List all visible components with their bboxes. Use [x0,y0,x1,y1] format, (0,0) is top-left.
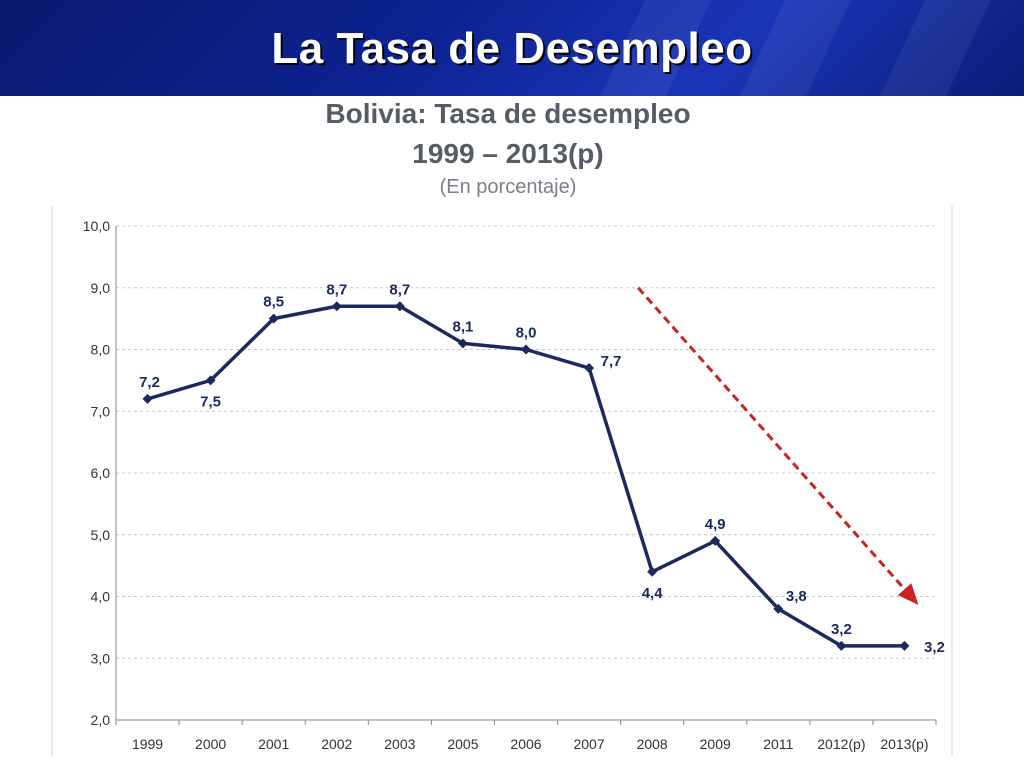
chart-subtitle: 1999 – 2013(p) [412,138,604,169]
data-point [647,566,658,577]
x-tick-label: 2012(p) [817,736,865,752]
data-point [268,313,279,324]
x-tick-label: 2007 [573,736,604,752]
x-tick-label: 2009 [700,736,731,752]
series-line [142,301,910,651]
y-tick-label: 6,0 [91,465,111,481]
data-point [899,640,910,651]
data-labels: 7,2 7,5 8,5 8,7 8,7 8,1 8,0 7,7 4,4 4,9 3,8 3,2 3,2 [139,281,945,656]
x-tick-label: 1999 [132,736,163,752]
data-label: 4,4 [642,585,664,602]
y-tick-label: 9,0 [91,280,111,296]
y-tick-label: 4,0 [91,589,111,605]
data-label: 3,8 [786,588,807,605]
data-label: 8,5 [263,294,284,311]
data-point [142,393,153,404]
data-point [521,344,531,355]
chart-note: (En porcentaje) [439,176,577,198]
data-label: 8,7 [389,281,410,298]
data-point [457,338,468,349]
data-point [331,301,342,312]
y-tick-label: 8,0 [91,342,111,358]
data-label: 7,7 [601,353,622,370]
y-tick-label: 2,0 [91,712,111,728]
axes [51,206,953,756]
grid-lines [116,225,936,659]
x-tick-label: 2001 [258,736,289,752]
chart-panel: Bolivia: Tasa de desempleo 1999 – 2013(p… [48,96,968,768]
data-label: 8,0 [516,325,537,342]
data-label: 4,9 [705,516,726,533]
x-tick-label: 2000 [195,736,226,752]
y-tick-label: 7,0 [91,403,111,419]
x-tick-label: 2008 [637,736,668,752]
x-tick-label: 2005 [447,736,478,752]
x-tick-label: 2003 [384,736,415,752]
trend-annotation [637,286,919,605]
data-point [710,535,721,546]
line-chart: 2,0 3,0 4,0 5,0 6,0 7,0 8,0 9,0 10,0 1999 2000 2001… [51,206,953,756]
data-label: 8,7 [326,281,347,298]
tick-labels: 2,0 3,0 4,0 5,0 6,0 7,0 8,0 9,0 10,0 1999 2000 2001… [83,218,929,752]
chart-title: Bolivia: Tasa de desempleo [325,98,691,129]
data-label: 8,1 [452,318,473,335]
x-tick-label: 2013(p) [880,736,928,752]
data-label: 3,2 [831,621,852,638]
data-point [205,375,216,386]
y-tick-label: 5,0 [91,527,111,543]
y-tick-label: 3,0 [91,650,111,666]
data-point [584,363,595,374]
data-label: 3,2 [924,639,945,656]
trend-arrow [637,286,919,605]
slide-banner: La Tasa de Desempleo [0,0,1024,96]
data-point [773,603,784,614]
data-label: 7,5 [200,393,221,410]
y-tick-label: 10,0 [83,218,110,234]
data-point [394,301,405,312]
data-label: 7,2 [139,374,160,391]
x-tick-label: 2011 [763,736,793,752]
x-tick-label: 2002 [321,736,352,752]
x-tick-label: 2006 [510,736,541,752]
data-point [836,640,847,651]
slide-title: La Tasa de Desempleo [271,24,753,73]
